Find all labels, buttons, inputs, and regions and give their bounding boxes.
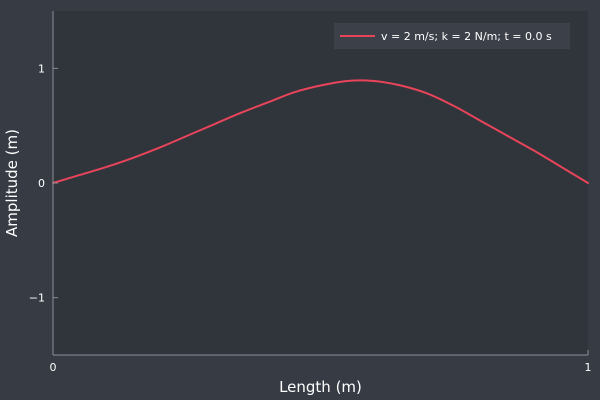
- series-layer: [52, 79, 589, 184]
- x-tick-label: 1: [585, 361, 592, 374]
- ticks-layer: 0 1 −1 0 1: [29, 62, 592, 374]
- y-tick-label: 1: [38, 62, 45, 75]
- y-tick-label: 0: [38, 177, 45, 190]
- plot-area: [53, 11, 588, 355]
- series-line: [52, 79, 589, 184]
- x-axis-label: Length (m): [279, 378, 362, 396]
- x-tick-label: 0: [50, 361, 57, 374]
- y-axis-label: Amplitude (m): [3, 129, 21, 237]
- y-tick-label: −1: [29, 292, 45, 305]
- legend-label: v = 2 m/s; k = 2 N/m; t = 0.0 s: [381, 30, 552, 43]
- legend: v = 2 m/s; k = 2 N/m; t = 0.0 s: [334, 23, 570, 49]
